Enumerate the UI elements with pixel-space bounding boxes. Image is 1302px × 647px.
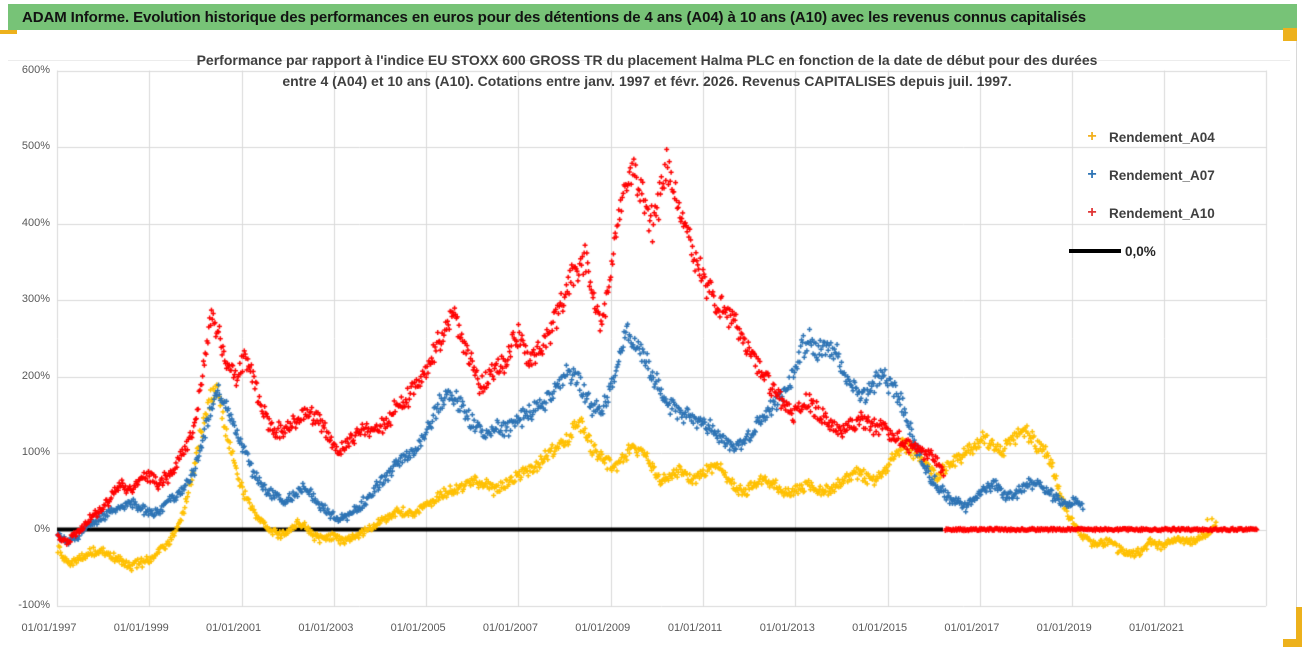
plus-marker-icon: + [1087,166,1097,183]
x-axis-tick: 01/01/2001 [206,622,262,634]
gold-accent-bottom-right-horizontal [1283,639,1302,647]
header-bar: ADAM Informe. Evolution historique des p… [8,4,1297,30]
legend-item-zero-line[interactable]: 0,0% [1069,232,1215,270]
gold-accent-left [0,30,17,34]
y-axis-tick: 500% [21,140,50,152]
chart-title: Performance par rapport à l'indice EU ST… [57,50,1237,92]
x-axis-tick: 01/01/2009 [575,622,631,634]
legend-item-rendement-a10[interactable]: + Rendement_A10 [1075,194,1215,232]
x-axis-tick: 01/01/2007 [482,622,538,634]
y-axis-tick: 300% [21,293,50,305]
x-axis-tick: 01/01/2015 [852,622,908,634]
legend-label: Rendement_A10 [1109,205,1215,221]
chart-title-line1: Performance par rapport à l'indice EU ST… [196,52,1098,68]
x-axis-tick: 01/01/2011 [667,622,723,634]
y-axis-tick: 200% [21,369,50,382]
legend-item-rendement-a07[interactable]: + Rendement_A07 [1075,156,1215,194]
chart-legend: + Rendement_A04 + Rendement_A07 + Rendem… [1069,118,1215,270]
page-title: ADAM Informe. Evolution historique des p… [22,8,1087,26]
window-right-border [1296,40,1297,607]
chart-title-line2: entre 4 (A04) et 10 ans (A10). Cotations… [282,73,1012,89]
x-axis-tick: 01/01/2013 [759,622,815,634]
plus-marker-icon: + [1087,204,1097,221]
x-axis-tick: 01/01/2017 [944,622,1000,634]
legend-label: Rendement_A07 [1109,167,1215,183]
plus-marker-icon: + [1087,128,1097,145]
zero-line-swatch-icon [1069,249,1121,253]
legend-item-rendement-a04[interactable]: + Rendement_A04 [1075,118,1215,156]
x-axis-tick: 01/01/2003 [298,622,354,634]
x-axis-tick: 01/01/1997 [21,622,77,634]
y-axis-tick: -100% [18,599,50,611]
gold-accent-top-right [1283,28,1297,41]
x-axis-tick: 01/01/2005 [390,622,446,634]
y-axis-tick: 400% [21,216,50,229]
x-axis-tick: 01/01/2021 [1128,622,1184,634]
legend-label: 0,0% [1125,243,1156,259]
y-axis-tick: 600% [21,63,50,76]
gold-accent-bottom-right-vertical [1296,607,1302,639]
y-axis-tick: 100% [21,446,50,458]
x-axis-tick: 01/01/1999 [113,622,169,634]
y-axis-tick: 0% [34,522,50,535]
x-axis-tick: 01/01/2019 [1036,622,1092,634]
legend-label: Rendement_A04 [1109,129,1215,145]
